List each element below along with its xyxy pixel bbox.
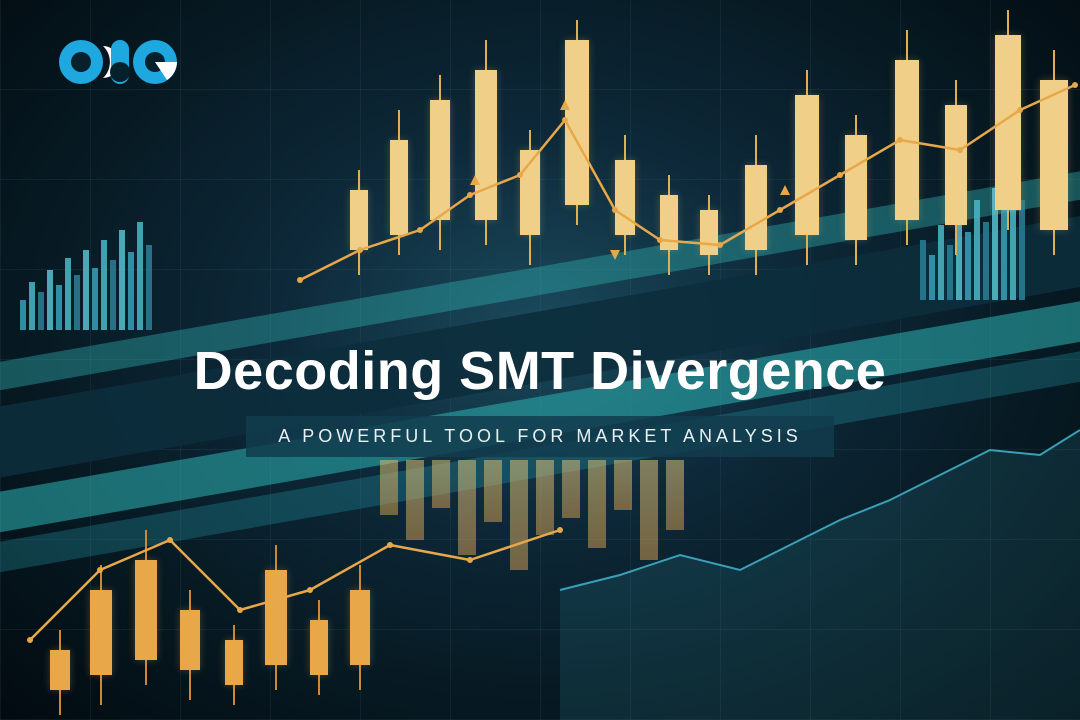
infographic-canvas: Decoding SMT Divergence A POWERFUL TOOL … <box>0 0 1080 720</box>
arrow-down-icon <box>610 250 620 260</box>
title-block: Decoding SMT Divergence A POWERFUL TOOL … <box>0 340 1080 457</box>
subtitle-text: A POWERFUL TOOL FOR MARKET ANALYSIS <box>278 426 801 447</box>
title-text: Decoding SMT Divergence <box>0 340 1080 402</box>
brand-logo <box>55 28 215 97</box>
arrow-up-icon <box>560 100 570 110</box>
arrow-up-icon <box>780 185 790 195</box>
subtitle-band: A POWERFUL TOOL FOR MARKET ANALYSIS <box>246 416 833 457</box>
arrow-up-icon <box>470 175 480 185</box>
